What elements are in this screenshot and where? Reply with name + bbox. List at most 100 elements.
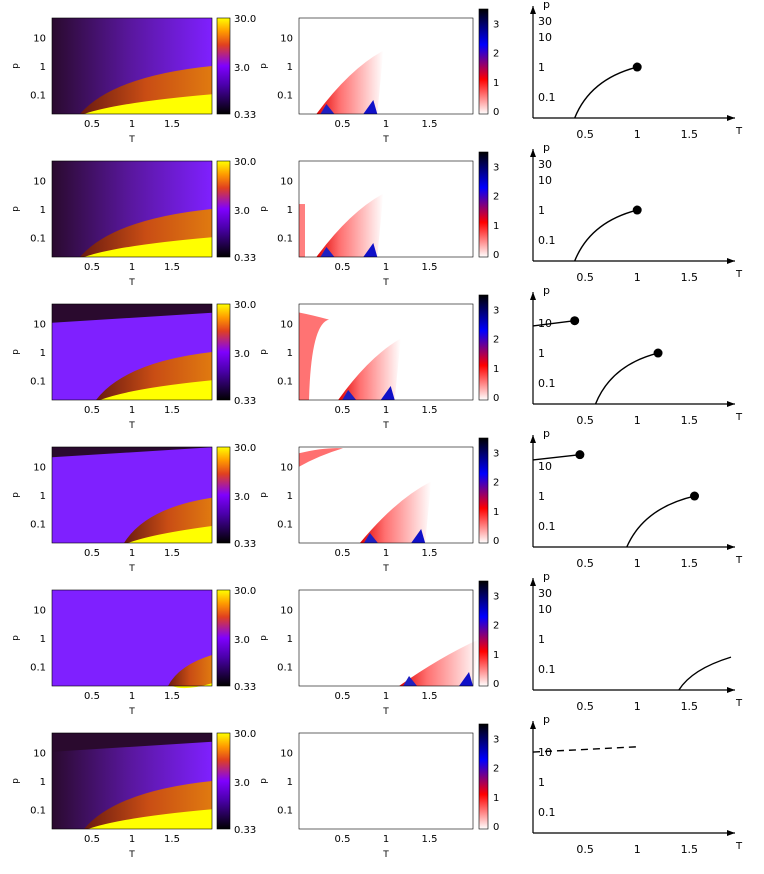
heatmap-frame [51, 303, 213, 401]
y-axis-arrow-icon [530, 292, 536, 300]
critical-point [575, 450, 585, 460]
x-tick-label: 1 [634, 843, 641, 856]
phase-diagram: Tp 0.5 1 1.5 10 1 0.1 [530, 427, 743, 570]
y-tick-label: 1 [538, 490, 545, 503]
y-tick-label: 1 [287, 777, 293, 788]
colorbar [478, 723, 489, 830]
y-axis-label: p [11, 206, 21, 212]
y-tick-label: 10 [280, 463, 293, 474]
x-tick-label: 1 [383, 834, 389, 845]
x-tick-label: 1.5 [422, 834, 438, 845]
x-axis-arrow-icon [727, 258, 735, 264]
critical-point [653, 348, 663, 358]
difference-map: 10 1 0.1 0.5 1 1.5 Tp 0 1 2 3 [259, 580, 499, 717]
density-map: 10 1 0.1 0.5 1 1.5 Tp 30.0 3.0 0.33 [11, 14, 256, 145]
y-tick-label: 0.1 [30, 519, 46, 530]
difference-band-edge [342, 390, 357, 400]
colorbar-tick-label: 30.0 [234, 443, 256, 454]
x-tick-label: 1.5 [164, 548, 180, 559]
colorbar-tick-label: 0.33 [234, 396, 256, 407]
y-tick-label: 0.1 [538, 806, 556, 819]
x-tick-label: 1 [634, 700, 641, 713]
colorbar [478, 437, 489, 544]
y-axis-arrow-icon [530, 149, 536, 157]
difference-map: 10 1 0.1 0.5 1 1.5 Tp 0 1 2 3 [259, 294, 499, 431]
x-tick-label: 0.5 [335, 405, 351, 416]
y-axis-label: p [543, 570, 550, 583]
y-tick-label: 0.1 [30, 805, 46, 816]
x-axis-label: T [382, 850, 389, 860]
y-tick-label: 30 [538, 15, 552, 28]
heatmap-frame [51, 446, 213, 544]
y-tick-label: 10 [538, 174, 552, 187]
heatmap-yellow-region [84, 237, 212, 257]
x-axis-arrow-icon [727, 401, 735, 407]
x-axis-label: T [735, 412, 743, 423]
density-map: 10 1 0.1 0.5 1 1.5 Tp 30.0 3.0 0.33 [11, 300, 256, 431]
difference-band-edge [411, 529, 426, 543]
colorbar [478, 580, 489, 687]
coexistence-line [678, 656, 732, 691]
y-tick-label: 10 [538, 31, 552, 44]
coexistence-line [532, 746, 638, 753]
x-tick-label: 1.5 [164, 262, 180, 273]
x-axis-label: T [735, 269, 743, 280]
difference-band-edge [320, 104, 335, 114]
y-tick-label: 0.1 [538, 377, 556, 390]
x-tick-label: 1 [634, 271, 641, 284]
y-axis-label: p [11, 778, 21, 784]
x-axis-label: T [382, 135, 389, 145]
colorbar-tick-label: 3.0 [234, 492, 250, 503]
phase-diagram: Tp 0.5 1 1.5 10 1 0.1 30 [530, 0, 743, 141]
colorbar-tick-label: 1 [493, 650, 499, 661]
difference-map: 10 1 0.1 0.5 1 1.5 Tp 0 1 2 3 [259, 723, 499, 860]
x-tick-label: 1 [129, 119, 135, 130]
y-tick-label: 1 [40, 348, 46, 359]
colorbar [216, 732, 231, 830]
y-tick-label: 1 [40, 777, 46, 788]
colorbar-tick-label: 3 [493, 449, 499, 460]
difference-map: 10 1 0.1 0.5 1 1.5 Tp 0 1 2 3 [259, 151, 499, 288]
x-tick-label: 0.5 [84, 691, 100, 702]
x-axis-arrow-icon [727, 544, 735, 550]
colorbar-tick-label: 0 [493, 393, 499, 404]
colorbar-tick-label: 3 [493, 306, 499, 317]
x-axis-arrow-icon [727, 115, 735, 121]
critical-point [690, 491, 700, 501]
heatmap-frame [51, 160, 213, 258]
y-tick-label: 1 [538, 776, 545, 789]
x-tick-label: 1 [129, 262, 135, 273]
difference-band [316, 50, 384, 114]
x-axis-label: T [128, 278, 135, 288]
y-tick-label: 0.1 [30, 233, 46, 244]
y-tick-label: 0.1 [30, 662, 46, 673]
x-tick-label: 1.5 [681, 700, 699, 713]
x-axis-label: T [382, 564, 389, 574]
colorbar-tick-label: 0 [493, 107, 499, 118]
y-tick-label: 0.1 [277, 519, 293, 530]
heatmap-frame [298, 589, 474, 687]
colorbar-tick-label: 3.0 [234, 206, 250, 217]
difference-map: 10 1 0.1 0.5 1 1.5 Tp 0 1 2 3 [259, 8, 499, 145]
colorbar [478, 151, 489, 258]
y-tick-label: 10 [33, 34, 46, 45]
phase-diagram: Tp 0.5 1 1.5 10 1 0.1 [530, 713, 743, 856]
difference-band-edge [363, 533, 378, 543]
x-axis-label: T [382, 707, 389, 717]
colorbar-tick-label: 2 [493, 764, 499, 775]
difference-edge-band [299, 312, 329, 400]
y-tick-label: 1 [538, 633, 545, 646]
x-axis-label: T [735, 126, 743, 137]
x-tick-label: 0.5 [335, 262, 351, 273]
y-axis-label: p [11, 349, 21, 355]
difference-band-edge [363, 243, 378, 257]
colorbar [216, 160, 231, 258]
x-tick-label: 1.5 [164, 119, 180, 130]
x-tick-label: 0.5 [335, 834, 351, 845]
x-axis-label: T [735, 841, 743, 852]
difference-band-edge [380, 386, 395, 400]
colorbar-tick-label: 3 [493, 163, 499, 174]
heatmap-background [299, 161, 473, 257]
